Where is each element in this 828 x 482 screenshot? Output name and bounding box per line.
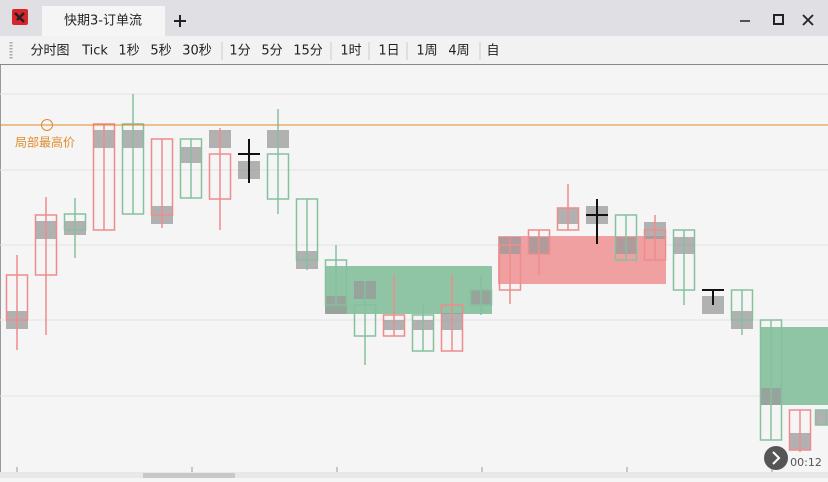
- tab-title: 快期3-订单流: [64, 14, 142, 29]
- toolbar-item[interactable]: 分时图: [30, 44, 69, 59]
- toolbar-item[interactable]: 自: [486, 44, 499, 59]
- scrollbar: [0, 472, 828, 478]
- toolbar-item[interactable]: 1秒: [118, 44, 139, 59]
- scroll-right[interactable]: [764, 446, 788, 470]
- time-label: 00:12: [790, 456, 822, 469]
- toolbar-item[interactable]: 30秒: [182, 44, 212, 59]
- toolbar-item[interactable]: 5分: [261, 44, 282, 59]
- candles: [6, 94, 828, 452]
- annotation: 局部最高价: [15, 135, 75, 150]
- toolbar-item[interactable]: 1周: [416, 44, 437, 59]
- toolbar-item[interactable]: 4周: [448, 44, 469, 59]
- scroll-thumb[interactable]: [143, 473, 235, 478]
- toolbar-item[interactable]: 1日: [378, 44, 399, 59]
- toolbar-item[interactable]: 5秒: [150, 44, 171, 59]
- toolbar-item[interactable]: 15分: [293, 44, 323, 59]
- toolbar-item[interactable]: Tick: [81, 44, 108, 59]
- toolbar-item[interactable]: 1时: [340, 44, 361, 59]
- volume-zone: [498, 236, 666, 284]
- toolbar-item[interactable]: 1分: [229, 44, 250, 59]
- volume-zone: [325, 266, 492, 314]
